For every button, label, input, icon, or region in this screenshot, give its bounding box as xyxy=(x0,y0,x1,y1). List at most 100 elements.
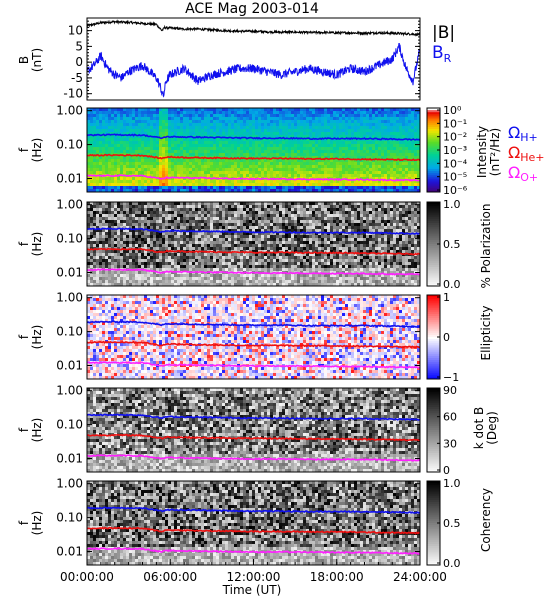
spectrogram-cell xyxy=(162,123,166,127)
spectrogram-cell xyxy=(399,108,403,112)
spectrogram-cell xyxy=(141,274,145,278)
spectrogram-cell xyxy=(279,147,283,151)
spectrogram-cell xyxy=(177,150,181,154)
spectrogram-cell xyxy=(189,226,193,230)
spectrogram-cell xyxy=(243,147,247,151)
spectrogram-cell xyxy=(108,241,112,245)
spectrogram-cell xyxy=(168,277,172,281)
spectrogram-cell xyxy=(99,111,103,115)
spectrogram-cell xyxy=(111,177,115,181)
spectrogram-cell xyxy=(180,183,184,187)
spectrogram-cell xyxy=(228,141,232,145)
spectrogram-cell xyxy=(345,126,349,130)
spectrogram-cell xyxy=(267,135,271,139)
spectrogram-cell xyxy=(354,162,358,166)
spectrogram-cell xyxy=(372,183,376,187)
spectrogram-cell xyxy=(213,153,217,157)
spectrogram-cell xyxy=(339,120,343,124)
spectrogram-cell xyxy=(213,150,217,154)
spectrogram-cell xyxy=(150,180,154,184)
spectrogram-cell xyxy=(129,238,133,242)
spectrogram-cell xyxy=(312,132,316,136)
spectrogram-cell xyxy=(174,180,178,184)
spectrogram-cell xyxy=(120,189,124,193)
spectrogram-cell xyxy=(93,220,97,224)
spectrogram-cell xyxy=(111,189,115,193)
spectrogram-cell xyxy=(96,156,100,160)
spectrogram-cell xyxy=(186,129,190,133)
spectrogram-cell xyxy=(141,217,145,221)
spectrogram-cell xyxy=(186,171,190,175)
spectrogram-cell xyxy=(198,205,202,209)
spectrogram-cell xyxy=(108,274,112,278)
spectrogram-cell xyxy=(123,150,127,154)
spectrogram-cell xyxy=(312,129,316,133)
spectrogram-cell xyxy=(207,123,211,127)
spectrogram-cell xyxy=(153,165,157,169)
spectrogram-cell xyxy=(237,253,241,257)
spectrogram-cell xyxy=(96,259,100,263)
spectrogram-cell xyxy=(219,171,223,175)
spectrogram-cell xyxy=(96,129,100,133)
spectrogram-cell xyxy=(273,123,277,127)
spectrogram-cell xyxy=(96,162,100,166)
spectrogram-cell xyxy=(288,189,292,193)
spectrogram-cell xyxy=(366,132,370,136)
spectrogram-cell xyxy=(195,238,199,242)
spectrogram-cell xyxy=(303,180,307,184)
spectrogram-cell xyxy=(177,211,181,215)
spectrogram-cell xyxy=(141,132,145,136)
spectrogram-cell xyxy=(402,135,406,139)
spectrogram-cell xyxy=(222,123,226,127)
spectrogram-cell xyxy=(177,202,181,206)
spectrogram-cell xyxy=(231,168,235,172)
spectrogram-cell xyxy=(156,268,160,272)
spectrogram-cell xyxy=(261,180,265,184)
spectrogram-cell xyxy=(402,177,406,181)
spectrogram-cell xyxy=(177,250,181,254)
spectrogram-cell xyxy=(297,162,301,166)
spectrogram-cell xyxy=(99,238,103,242)
spectrogram-cell xyxy=(180,247,184,251)
spectrogram-cell xyxy=(246,211,250,215)
spectrogram-cell xyxy=(411,114,415,118)
spectrogram-cell xyxy=(234,165,238,169)
spectrogram-cell xyxy=(192,132,196,136)
spectrogram-cell xyxy=(285,147,289,151)
spectrogram-cell xyxy=(363,141,367,145)
spectrogram-cell xyxy=(117,205,121,209)
spectrogram-cell xyxy=(336,129,340,133)
spectrogram-cell xyxy=(108,283,112,287)
spectrogram-cell xyxy=(186,262,190,266)
spectrogram-cell xyxy=(183,120,187,124)
spectrogram-cell xyxy=(303,189,307,193)
spectrogram-cell xyxy=(249,223,253,227)
spectrogram-cell xyxy=(165,262,169,266)
spectrogram-cell xyxy=(108,229,112,233)
spectrogram-cell xyxy=(186,280,190,284)
spectrogram-cell xyxy=(210,183,214,187)
spectrogram-cell xyxy=(114,265,118,269)
spectrogram-cell xyxy=(234,265,238,269)
spectrogram-cell xyxy=(174,108,178,112)
spectrogram-cell xyxy=(120,120,124,124)
spectrogram-cell xyxy=(207,129,211,133)
spectrogram-cell xyxy=(102,180,106,184)
spectrogram-cell xyxy=(240,208,244,212)
spectrogram-cell xyxy=(99,256,103,260)
spectrogram-cell xyxy=(126,189,130,193)
spectrogram-cell xyxy=(399,186,403,190)
spectrogram-cell xyxy=(249,135,253,139)
spectrogram-cell xyxy=(291,162,295,166)
spectrogram-cell xyxy=(174,150,178,154)
spectrogram-cell xyxy=(339,165,343,169)
spectrogram-cell xyxy=(234,277,238,281)
spectrogram-cell xyxy=(171,129,175,133)
spectrogram-cell xyxy=(102,111,106,115)
spectrogram-cell xyxy=(123,177,127,181)
spectrogram-cell xyxy=(168,283,172,287)
spectrogram-cell xyxy=(135,159,139,163)
spectrogram-cell xyxy=(189,132,193,136)
spectrogram-cell xyxy=(132,147,136,151)
spectrogram-cell xyxy=(225,141,229,145)
